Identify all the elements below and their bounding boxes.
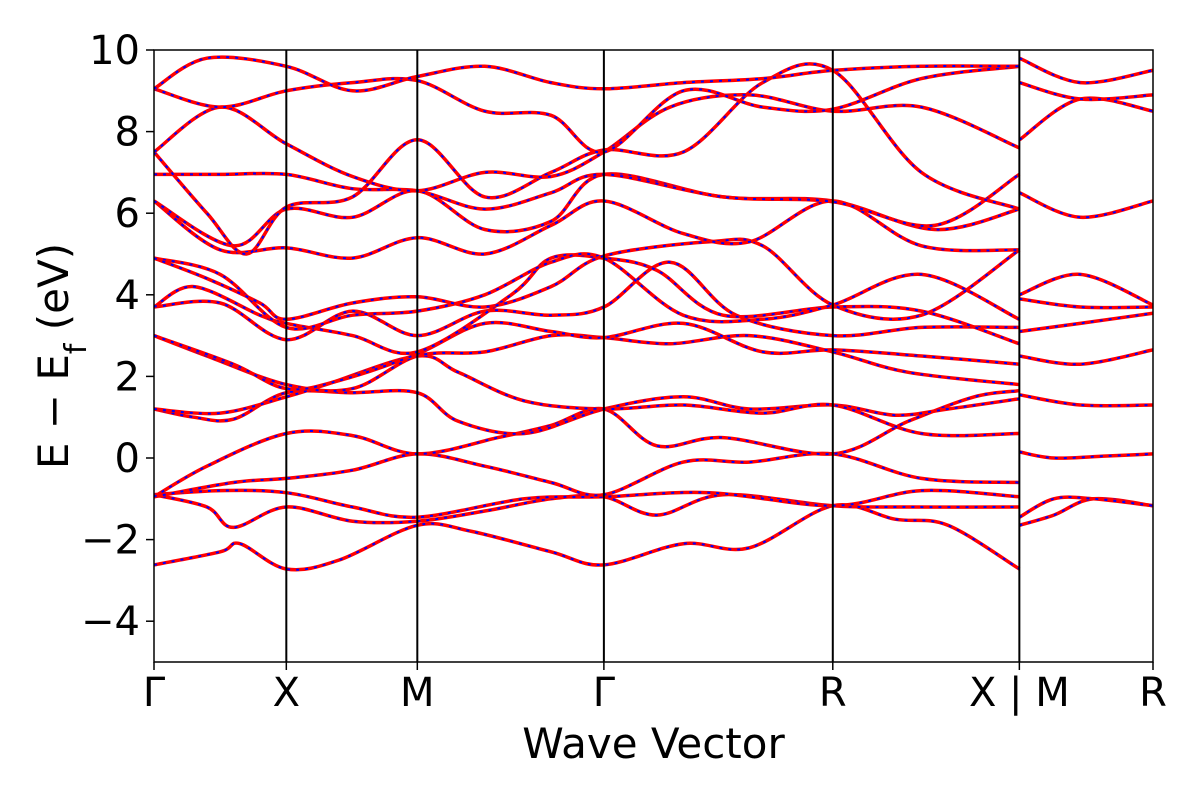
band-line-blue <box>154 452 1020 498</box>
x-tick-label: R <box>819 670 847 716</box>
x-tick-label: Γ <box>593 670 616 716</box>
x-axis: Γ X M Γ R X | M R <box>143 662 1167 716</box>
band-line-blue <box>1019 297 1153 309</box>
band-line-blue <box>154 261 1020 341</box>
y-tick-label: 6 <box>115 191 140 237</box>
band-20 <box>1018 272 1153 307</box>
band-line-red <box>1019 450 1153 460</box>
kpoint-lines <box>285 50 1021 662</box>
band-line-blue <box>154 503 1020 571</box>
band-line-blue <box>154 389 1020 498</box>
band-line-red <box>1019 393 1153 408</box>
y-axis-title-main: E − E <box>29 354 78 469</box>
band-line-blue <box>1019 348 1153 366</box>
band-line-red <box>1019 297 1153 310</box>
band-22 <box>1018 191 1153 220</box>
band-line-red <box>1018 96 1153 142</box>
band-26 <box>1018 96 1153 142</box>
band-7 <box>154 388 1020 499</box>
band-line-red <box>154 332 1020 393</box>
band-line-red <box>154 55 1020 93</box>
band-line-blue <box>1019 191 1153 219</box>
y-axis-title-unit: (eV) <box>29 243 78 344</box>
y-tick-label: 4 <box>115 273 140 319</box>
band-11 <box>154 332 1020 393</box>
band-17 <box>1019 297 1153 310</box>
band-line-blue <box>154 489 1020 519</box>
x-tick-label: X | M <box>969 670 1070 716</box>
band-line-blue <box>1019 497 1153 527</box>
band-line-red <box>1018 495 1153 519</box>
y-tick-label: 0 <box>115 436 140 482</box>
band-line-blue <box>1019 393 1153 407</box>
band-line-red <box>154 388 1020 499</box>
band-6 <box>1019 450 1153 460</box>
band-line-red <box>1018 191 1153 220</box>
band-29 <box>1018 80 1153 102</box>
band-31 <box>1018 56 1153 85</box>
band-15 <box>1019 311 1153 334</box>
band-9 <box>1019 393 1153 408</box>
y-tick-label: 10 <box>89 28 140 74</box>
band-line-blue <box>1019 81 1153 101</box>
plot-frame <box>153 49 1154 663</box>
y-tick-label: 2 <box>115 354 140 400</box>
x-axis-title: Wave Vector <box>522 719 785 768</box>
band-12 <box>1019 348 1153 366</box>
x-tick-label: M <box>400 670 435 716</box>
band-line-blue <box>154 238 1020 321</box>
band-line-red <box>154 503 1021 572</box>
band-30 <box>154 55 1020 93</box>
x-tick-label: X <box>273 670 300 716</box>
band-line-blue <box>1019 312 1153 333</box>
band-line-red <box>1018 56 1153 85</box>
y-tick-label: −4 <box>81 599 140 645</box>
y-axis-title-subscript: f <box>59 342 94 354</box>
band-5 <box>154 451 1020 499</box>
band-line-blue <box>154 56 1020 92</box>
band-0 <box>154 503 1021 572</box>
x-tick-label: Γ <box>143 670 166 716</box>
band-line-blue <box>1019 57 1153 84</box>
band-line-blue <box>154 333 1020 392</box>
x-tick-label: R <box>1139 670 1167 716</box>
band-line-blue <box>154 93 1020 192</box>
band-line-blue <box>154 493 1020 529</box>
y-tick-label: 8 <box>115 110 140 156</box>
band-line-blue <box>1019 273 1153 306</box>
band-2 <box>154 492 1020 530</box>
band-lines <box>154 55 1153 572</box>
band-line-red <box>154 451 1020 499</box>
band-line-blue <box>154 321 1020 391</box>
y-axis-title: E − Ef (eV) <box>29 243 94 469</box>
y-axis: −4 −2 0 2 4 6 8 10 <box>81 28 154 645</box>
y-tick-label: −2 <box>81 518 140 564</box>
band-3 <box>1018 495 1153 519</box>
band-line-red <box>154 492 1020 530</box>
band-4 <box>154 488 1020 520</box>
band-line-red <box>1019 348 1153 366</box>
